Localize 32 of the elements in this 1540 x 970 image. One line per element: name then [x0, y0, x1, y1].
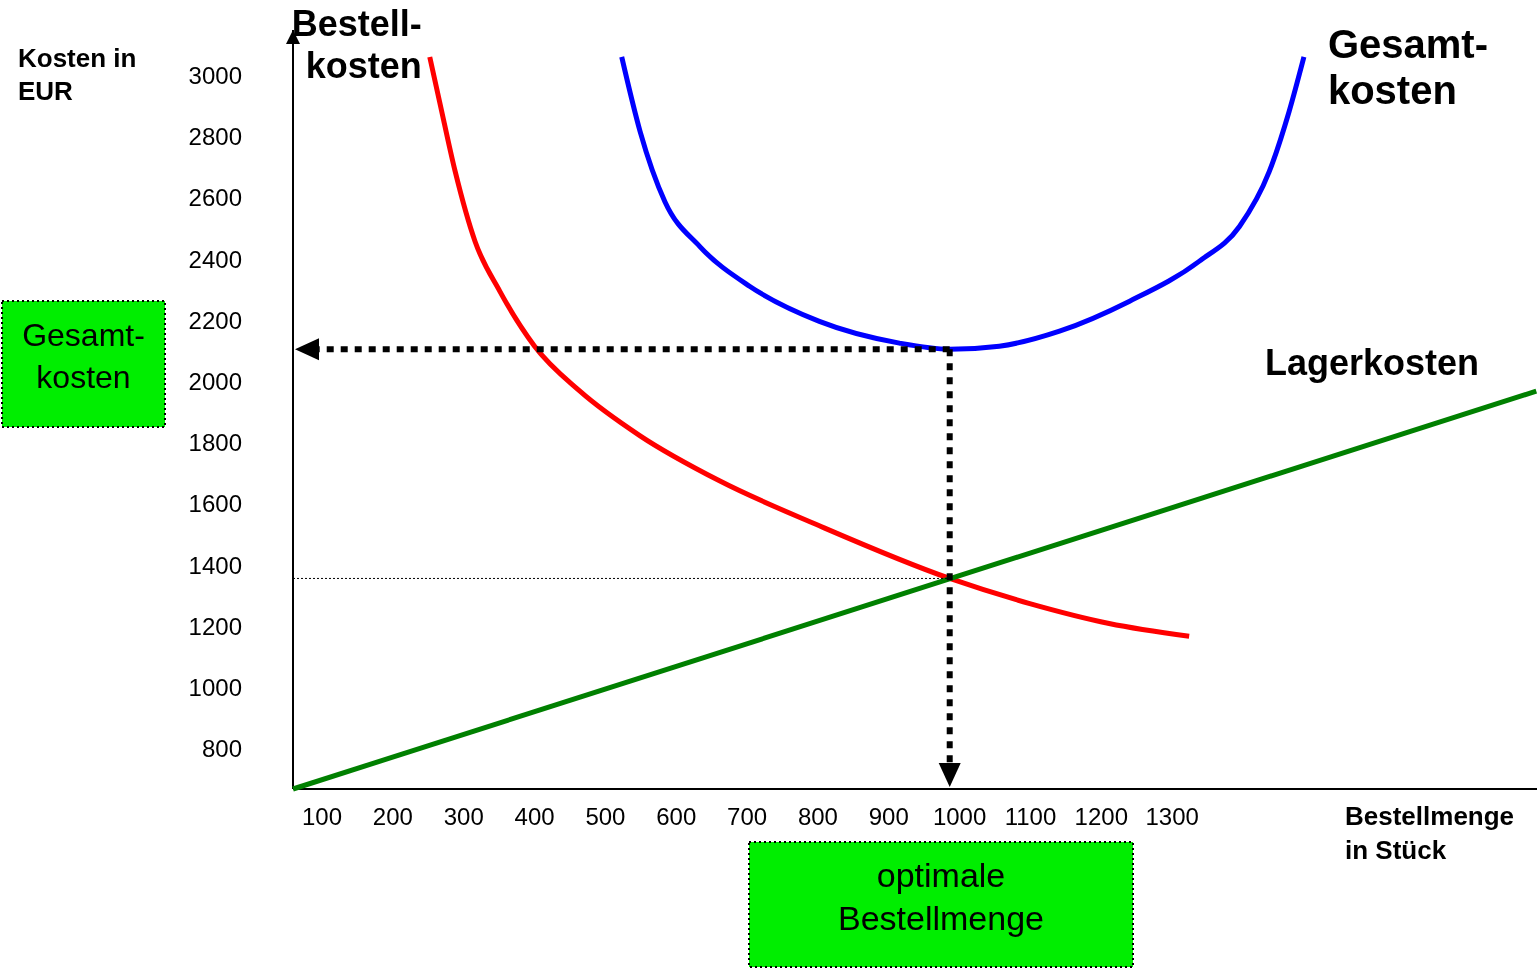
- y-tick-label: 1000: [188, 674, 242, 701]
- y-tick-label: 1600: [188, 490, 242, 518]
- y-tick-label: 1400: [188, 551, 242, 579]
- y-tick-label: 1800: [188, 429, 242, 457]
- series-label: Bestell- kosten: [291, 3, 422, 86]
- y-tick-label: 800: [201, 735, 242, 763]
- y-tick-label: 2200: [188, 306, 242, 334]
- y-tick-label: 2800: [188, 123, 242, 151]
- x-tick-label: 200: [372, 803, 413, 830]
- text: optimale Bestellmenge: [837, 856, 1045, 937]
- x-tick-label: 300: [443, 803, 484, 830]
- x-tick-label: 700: [727, 803, 768, 830]
- x-tick-label: 1000: [932, 803, 987, 830]
- y-tick-label: 3000: [188, 61, 242, 89]
- x-tick-label: 900: [868, 803, 909, 830]
- text: Gesamt- kosten: [22, 317, 145, 395]
- series-label: Lagerkosten: [1265, 342, 1480, 383]
- x-tick-label: 500: [585, 803, 626, 830]
- y-tick-label: 2000: [188, 367, 242, 395]
- x-tick-label: 1200: [1074, 803, 1129, 830]
- y-tick-label: 1200: [188, 612, 242, 640]
- x-axis-title: Bestellmenge in Stück: [1345, 801, 1515, 865]
- x-tick-label: 600: [656, 803, 697, 830]
- y-tick-label: 2400: [188, 245, 242, 273]
- y-axis-title: Kosten in EUR: [18, 43, 137, 106]
- x-tick-label: 800: [797, 803, 838, 830]
- x-tick-label: 100: [302, 803, 343, 830]
- y-tick-label: 2600: [188, 184, 242, 212]
- x-tick-label: 1100: [1004, 803, 1057, 830]
- series-label: Gesamt- kosten: [1327, 22, 1488, 112]
- x-tick-label: 1300: [1145, 803, 1199, 830]
- x-tick-label: 400: [514, 803, 555, 830]
